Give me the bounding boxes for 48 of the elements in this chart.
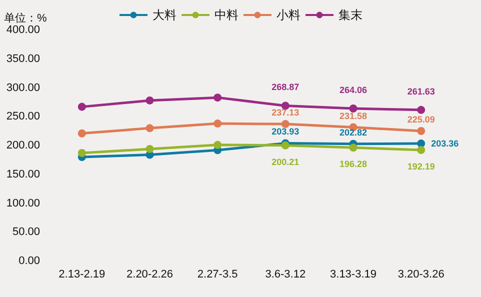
point: [78, 129, 86, 138]
data-label: 225.09: [407, 114, 435, 125]
data-label: 203.93: [272, 126, 300, 137]
legend-label: 中料: [214, 8, 238, 22]
data-label: 264.06: [339, 85, 368, 96]
point: [349, 104, 358, 113]
point: [78, 102, 86, 111]
y-tick-label: 300.00: [6, 82, 40, 94]
point: [417, 106, 426, 114]
x-tick-label: 2.20-2.26: [126, 268, 173, 280]
y-tick-label: 400.00: [6, 24, 40, 36]
x-tick-label: 3.20-3.26: [398, 268, 444, 280]
data-label: 196.28: [339, 159, 368, 170]
legend-label: 小料: [276, 8, 300, 22]
legend-label: 集末: [338, 8, 362, 22]
y-tick-label: 350.00: [6, 52, 40, 65]
data-label: 192.19: [407, 162, 435, 172]
point: [281, 120, 290, 128]
data-label: 231.58: [339, 110, 368, 121]
x-tick-label: 3.6-3.12: [265, 268, 306, 280]
point: [349, 144, 358, 152]
y-axis-title: 单位：%: [4, 12, 47, 24]
point: [214, 140, 222, 149]
x-tick-label: 2.27-3.5: [197, 268, 238, 280]
y-tick-label: 50.00: [12, 226, 40, 238]
point: [214, 120, 222, 128]
data-label: 237.13: [272, 108, 300, 118]
point: [146, 124, 154, 132]
data-label: 268.87: [272, 82, 300, 92]
point: [78, 149, 86, 158]
point: [417, 127, 426, 136]
point: [146, 96, 154, 104]
y-tick-label: 200.00: [6, 140, 40, 152]
point: [146, 144, 154, 153]
y-tick-label: 0.00: [18, 255, 40, 267]
data-label: 202.82: [339, 127, 368, 138]
point: [214, 94, 222, 102]
point: [417, 140, 426, 148]
x-tick-label: 2.13-2.19: [58, 268, 106, 280]
data-label: 203.36: [431, 138, 459, 149]
y-tick-label: 100.00: [6, 197, 40, 210]
y-tick-label: 250.00: [6, 110, 40, 123]
x-tick-label: 3.13-3.19: [330, 268, 376, 280]
data-label: 200.21: [272, 156, 300, 167]
data-label: 261.63: [407, 86, 435, 96]
point: [417, 146, 426, 154]
legend-label: 大料: [152, 8, 176, 22]
y-tick-label: 150.00: [6, 168, 40, 180]
